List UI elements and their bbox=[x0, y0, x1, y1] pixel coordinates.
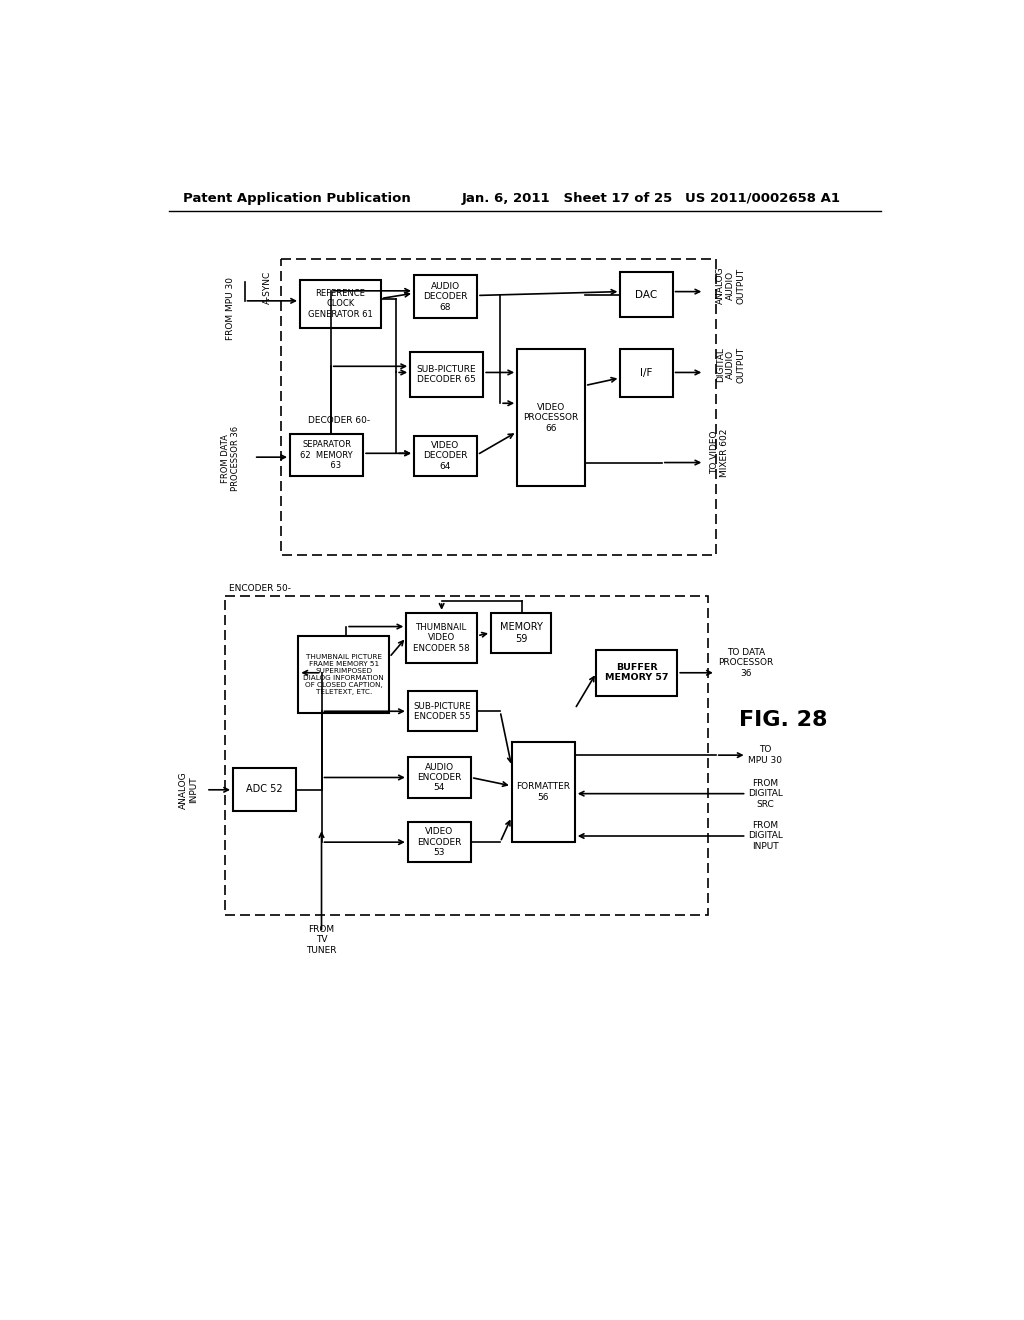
Text: TO DATA
PROCESSOR
36: TO DATA PROCESSOR 36 bbox=[718, 648, 773, 677]
Text: TO
MPU 30: TO MPU 30 bbox=[749, 746, 782, 764]
Bar bbox=[414, 276, 477, 318]
Text: THUMBNAIL PICTURE
FRAME MEMORY 51
SUPERIMPOSED
DIALOG INFORMATION
OF CLOSED CAPT: THUMBNAIL PICTURE FRAME MEMORY 51 SUPERI… bbox=[303, 653, 384, 694]
Text: VIDEO
ENCODER
53: VIDEO ENCODER 53 bbox=[417, 828, 462, 857]
Bar bbox=[490, 612, 551, 653]
Bar bbox=[290, 434, 364, 477]
Bar bbox=[408, 758, 471, 797]
Bar bbox=[512, 742, 574, 842]
Bar bbox=[298, 636, 389, 713]
Text: ADC 52: ADC 52 bbox=[246, 784, 283, 795]
Text: SUB-PICTURE
DECODER 65: SUB-PICTURE DECODER 65 bbox=[417, 366, 476, 384]
Text: FROM
DIGITAL
SRC: FROM DIGITAL SRC bbox=[749, 779, 783, 809]
Bar bbox=[596, 649, 677, 696]
Text: THUMBNAIL
VIDEO
ENCODER 58: THUMBNAIL VIDEO ENCODER 58 bbox=[414, 623, 470, 652]
Text: FIG. 28: FIG. 28 bbox=[739, 710, 827, 730]
Bar bbox=[408, 822, 471, 862]
Text: Jan. 6, 2011   Sheet 17 of 25: Jan. 6, 2011 Sheet 17 of 25 bbox=[462, 191, 673, 205]
Text: Patent Application Publication: Patent Application Publication bbox=[183, 191, 411, 205]
Text: US 2011/0002658 A1: US 2011/0002658 A1 bbox=[685, 191, 840, 205]
Text: SEPARATOR
62  MEMORY
       63: SEPARATOR 62 MEMORY 63 bbox=[300, 441, 353, 470]
Bar bbox=[281, 259, 716, 554]
Text: I/F: I/F bbox=[640, 368, 652, 379]
Bar bbox=[621, 272, 673, 317]
Bar bbox=[410, 352, 483, 397]
Bar bbox=[233, 768, 296, 810]
Bar bbox=[517, 350, 585, 487]
Text: TO VIDEO
MIXER 602: TO VIDEO MIXER 602 bbox=[710, 429, 729, 477]
Text: REFERENCE
CLOCK
GENERATOR 61: REFERENCE CLOCK GENERATOR 61 bbox=[308, 289, 373, 319]
Text: FROM
DIGITAL
INPUT: FROM DIGITAL INPUT bbox=[749, 821, 783, 851]
Text: FROM
TV
TUNER: FROM TV TUNER bbox=[306, 925, 337, 954]
Text: VIDEO
PROCESSOR
66: VIDEO PROCESSOR 66 bbox=[523, 403, 579, 433]
Text: A-SYNC: A-SYNC bbox=[263, 271, 272, 305]
Text: AUDIO
DECODER
68: AUDIO DECODER 68 bbox=[423, 281, 468, 312]
Text: BUFFER
MEMORY 57: BUFFER MEMORY 57 bbox=[605, 663, 669, 682]
Text: AUDIO
ENCODER
54: AUDIO ENCODER 54 bbox=[417, 763, 462, 792]
Text: MEMORY
59: MEMORY 59 bbox=[500, 622, 543, 644]
Bar bbox=[407, 612, 477, 663]
Bar bbox=[408, 692, 477, 731]
Bar bbox=[414, 436, 477, 475]
Text: FROM MPU 30: FROM MPU 30 bbox=[226, 277, 236, 341]
Bar bbox=[621, 350, 673, 397]
Bar bbox=[300, 280, 381, 327]
Text: ANALOG
INPUT: ANALOG INPUT bbox=[178, 771, 198, 809]
Text: VIDEO
DECODER
64: VIDEO DECODER 64 bbox=[423, 441, 468, 470]
Text: FROM DATA
PROCESSOR 36: FROM DATA PROCESSOR 36 bbox=[221, 426, 241, 491]
Text: DAC: DAC bbox=[635, 289, 657, 300]
Text: SUB-PICTURE
ENCODER 55: SUB-PICTURE ENCODER 55 bbox=[414, 701, 471, 721]
Text: DECODER 60-: DECODER 60- bbox=[307, 416, 370, 425]
Bar bbox=[224, 595, 708, 915]
Text: FORMATTER
56: FORMATTER 56 bbox=[516, 783, 570, 801]
Text: DIGITAL
AUDIO
OUTPUT: DIGITAL AUDIO OUTPUT bbox=[716, 347, 745, 383]
Text: ANALOG
AUDIO
OUTPUT: ANALOG AUDIO OUTPUT bbox=[716, 267, 745, 305]
Text: ENCODER 50-: ENCODER 50- bbox=[229, 583, 291, 593]
